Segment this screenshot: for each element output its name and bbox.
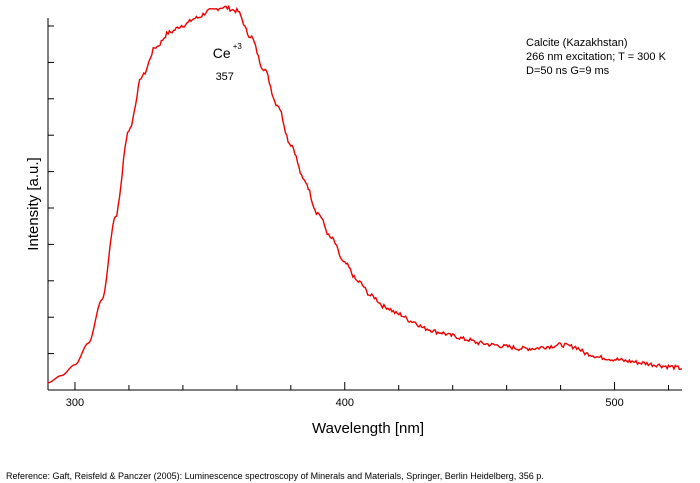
reference-note: Reference: Gaft, Reisfeld & Panczer (200… [6,471,544,481]
axis-ticks: 300 400 500 [48,25,670,409]
peak-ion-charge: +3 [233,42,243,51]
info-line-2: 266 nm excitation; T = 300 K [526,51,667,63]
info-line-3: D=50 ns G=9 ms [526,65,610,77]
x-tick-label: 300 [66,397,84,409]
x-tick-label: 500 [605,397,623,409]
y-axis-label: Intensity [a.u.] [25,157,42,250]
peak-ion-label: Ce [213,45,231,61]
x-tick-label: 400 [336,397,354,409]
spectrum-line [47,4,683,384]
info-line-1: Calcite (Kazakhstan) [526,37,628,49]
peak-wavelength-label: 357 [216,71,234,83]
x-axis-label: Wavelength [nm] [312,420,424,437]
